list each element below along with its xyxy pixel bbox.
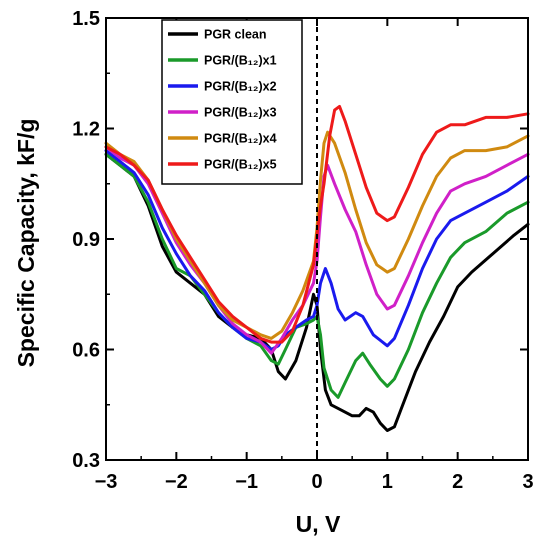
series-line-6: [104, 104, 530, 344]
legend-entry-1: PGR clean: [204, 28, 267, 42]
legend-entry-6: PGR/(B₁₂)x5: [204, 158, 277, 172]
x-tick-label: −3: [95, 471, 118, 493]
y-axis-title: Specific Capacity, kF/g: [13, 119, 39, 368]
series-layer: [104, 104, 530, 432]
legend-entry-4: PGR/(B₁₂)x3: [204, 106, 277, 120]
y-tick-label: 1.2: [72, 119, 100, 141]
legend-box: [161, 19, 303, 185]
legend-entry-2: PGR/(B₁₂)x1: [204, 54, 277, 68]
y-tick-label: 0.9: [72, 229, 100, 251]
axes-layer: −3 −2 −1 0 1 2 3 0.3 0.6 0.9 1.2 1.5: [72, 8, 533, 493]
y-tick-label: 1.5: [72, 8, 100, 30]
y-tick-label: 0.6: [72, 340, 100, 362]
series-line-4: [104, 145, 530, 355]
legend: PGR clean PGR/(B₁₂)x1 PGR/(B₁₂)x2 PGR/(B₁₂)…: [161, 19, 303, 185]
x-tick-label: 2: [452, 471, 463, 493]
x-tick-label: 0: [311, 471, 322, 493]
legend-entry-5: PGR/(B₁₂)x4: [204, 132, 277, 146]
x-tick-label: −2: [165, 471, 188, 493]
series-line-1: [104, 152, 530, 432]
legend-entry-3: PGR/(B₁₂)x2: [204, 80, 277, 94]
x-axis-title: U, V: [296, 511, 341, 537]
series-line-3: [104, 149, 530, 351]
x-tick-label: 3: [522, 471, 533, 493]
series-line-5: [104, 130, 530, 340]
x-tick-label: −1: [235, 471, 258, 493]
y-tick-label: 0.3: [72, 450, 100, 472]
x-tick-label: 1: [382, 471, 393, 493]
